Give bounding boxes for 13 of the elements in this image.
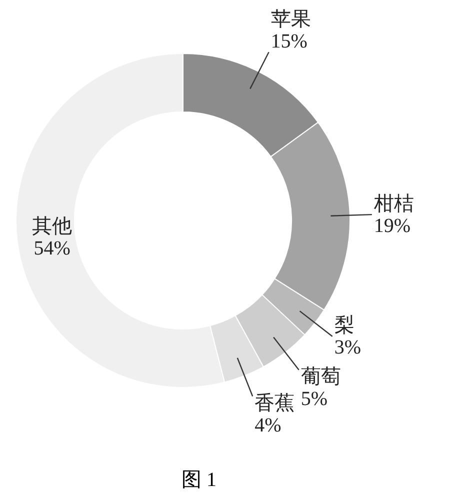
data-label: 54% [34,237,70,260]
data-label: 4% [254,414,282,436]
slice-label: 梨 [334,314,354,337]
caption: 图 1 [180,468,218,493]
slice-label: 苹果 [270,8,311,30]
slice-label: 柑桔 [372,192,414,215]
slice-label: 香蕉 [254,392,295,414]
data-label: 3% [334,336,362,359]
data-label: 5% [300,388,328,410]
slice-label: 其他 [32,215,72,238]
data-label: 15% [270,30,308,52]
slice-label: 葡萄 [300,366,341,388]
data-label: 19% [374,214,411,237]
